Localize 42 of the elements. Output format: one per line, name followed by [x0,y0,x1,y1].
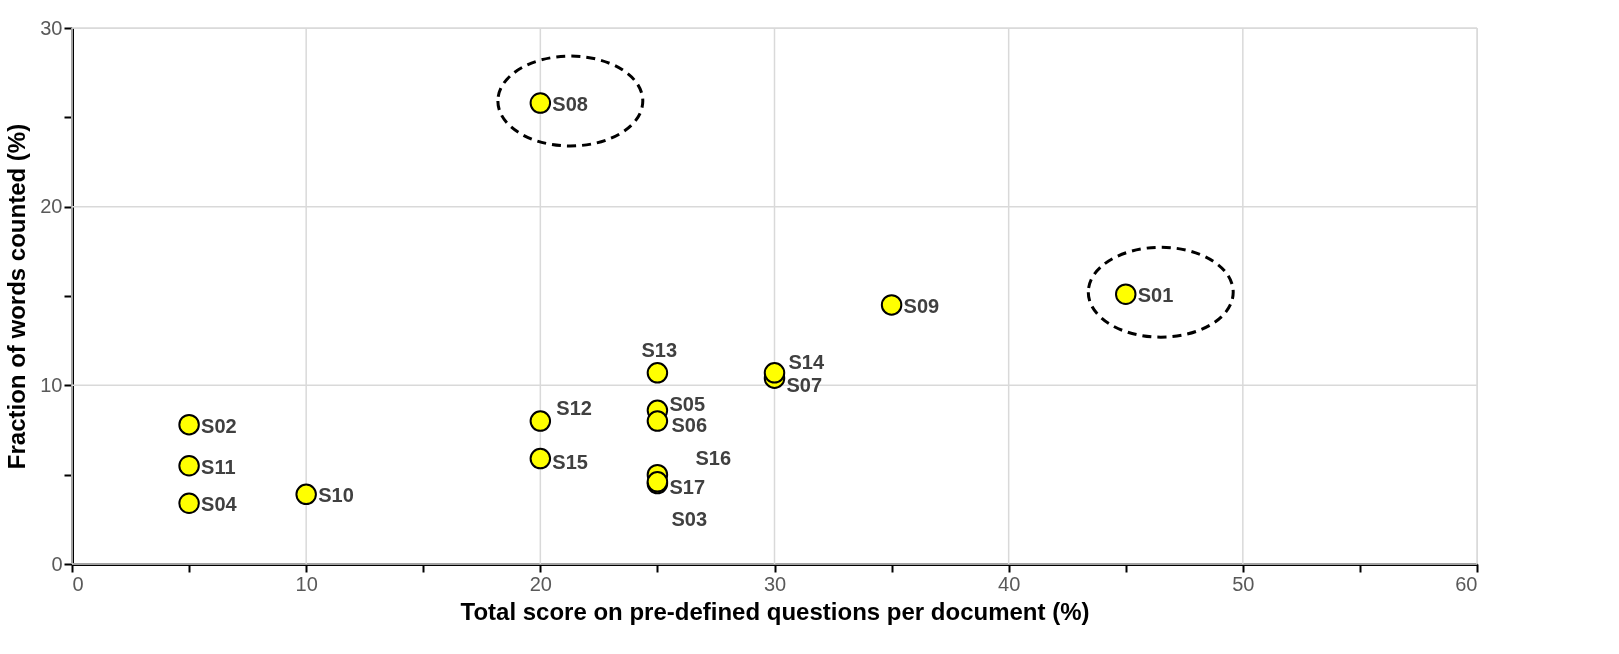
series-label: S13 [641,338,678,361]
x-tick-label: 20 [529,572,552,595]
point [295,483,317,506]
point [646,362,669,384]
series-label: S14 [788,350,825,373]
x-tick-label: 40 [998,572,1021,595]
point [178,413,200,436]
point [1115,283,1137,305]
series-label: S04 [201,493,238,516]
series-label: S05 [669,393,706,416]
point [529,410,552,432]
y-tick-label: 30 [40,16,63,39]
x-tick-label: 10 [295,572,318,595]
series-label: S09 [903,294,940,317]
y-axis-title: Fraction of words counted (%) [3,123,31,470]
series-label: S03 [671,507,708,530]
y-tick-label: 20 [40,195,63,218]
x-axis-title: Total score on pre-defined questions per document (%) [460,597,1090,625]
point [529,447,552,470]
point [880,294,903,316]
point [529,92,552,114]
series-label: S15 [552,450,588,473]
point [646,410,669,432]
series-label: S11 [201,455,236,478]
x-tick-label: 0 [72,572,84,595]
series-label: S12 [556,397,592,420]
series-label: S08 [552,93,588,116]
series-label: S06 [671,414,708,437]
point [178,455,200,477]
series-label: S16 [695,446,732,469]
point [178,492,200,514]
series-label: S10 [318,484,354,507]
y-tick-label: 0 [51,552,63,575]
point [763,362,786,384]
x-tick-label: 60 [1455,572,1478,595]
series-label: S17 [669,475,706,498]
series-label: S02 [201,414,237,437]
x-tick-label: 30 [763,572,787,595]
series-label: S01 [1137,284,1174,307]
x-tick-label: 50 [1232,572,1255,595]
y-tick-label: 10 [40,373,63,396]
series-label: S07 [786,374,823,397]
